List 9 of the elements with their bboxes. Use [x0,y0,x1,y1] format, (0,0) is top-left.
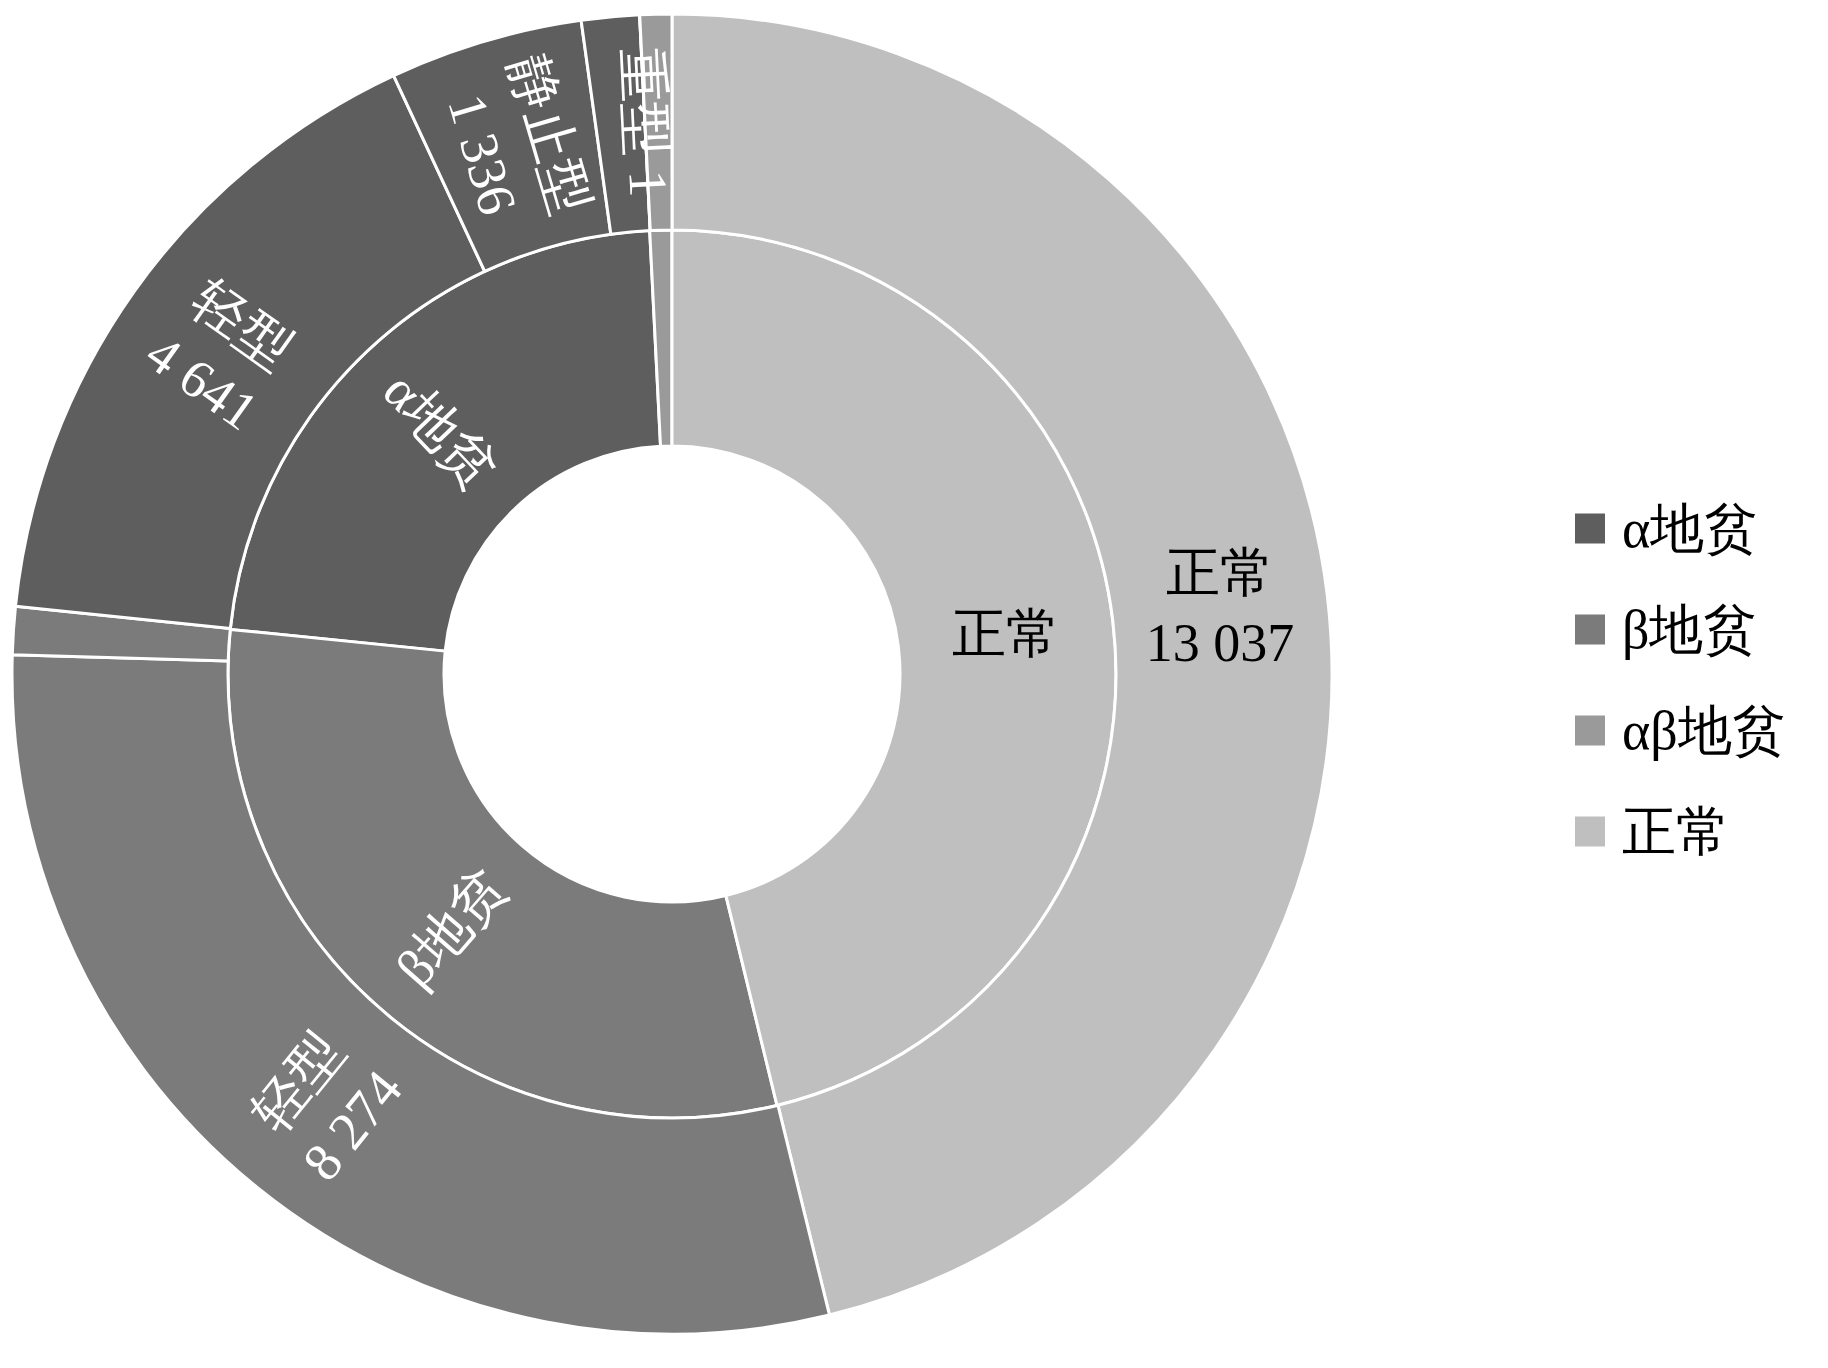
slice-label: 正常 [951,603,1060,664]
legend-label: αβ地贫 [1622,700,1786,761]
slice-label: 正常 [1166,542,1274,603]
data-label: 13 037 [1145,612,1295,673]
legend-label: α地贫 [1622,498,1759,559]
legend-label: 正常 [1622,801,1730,862]
legend-label: β地贫 [1622,599,1758,660]
slice-label: α地贫 [371,360,510,501]
slice-label: β地贫 [384,856,519,999]
